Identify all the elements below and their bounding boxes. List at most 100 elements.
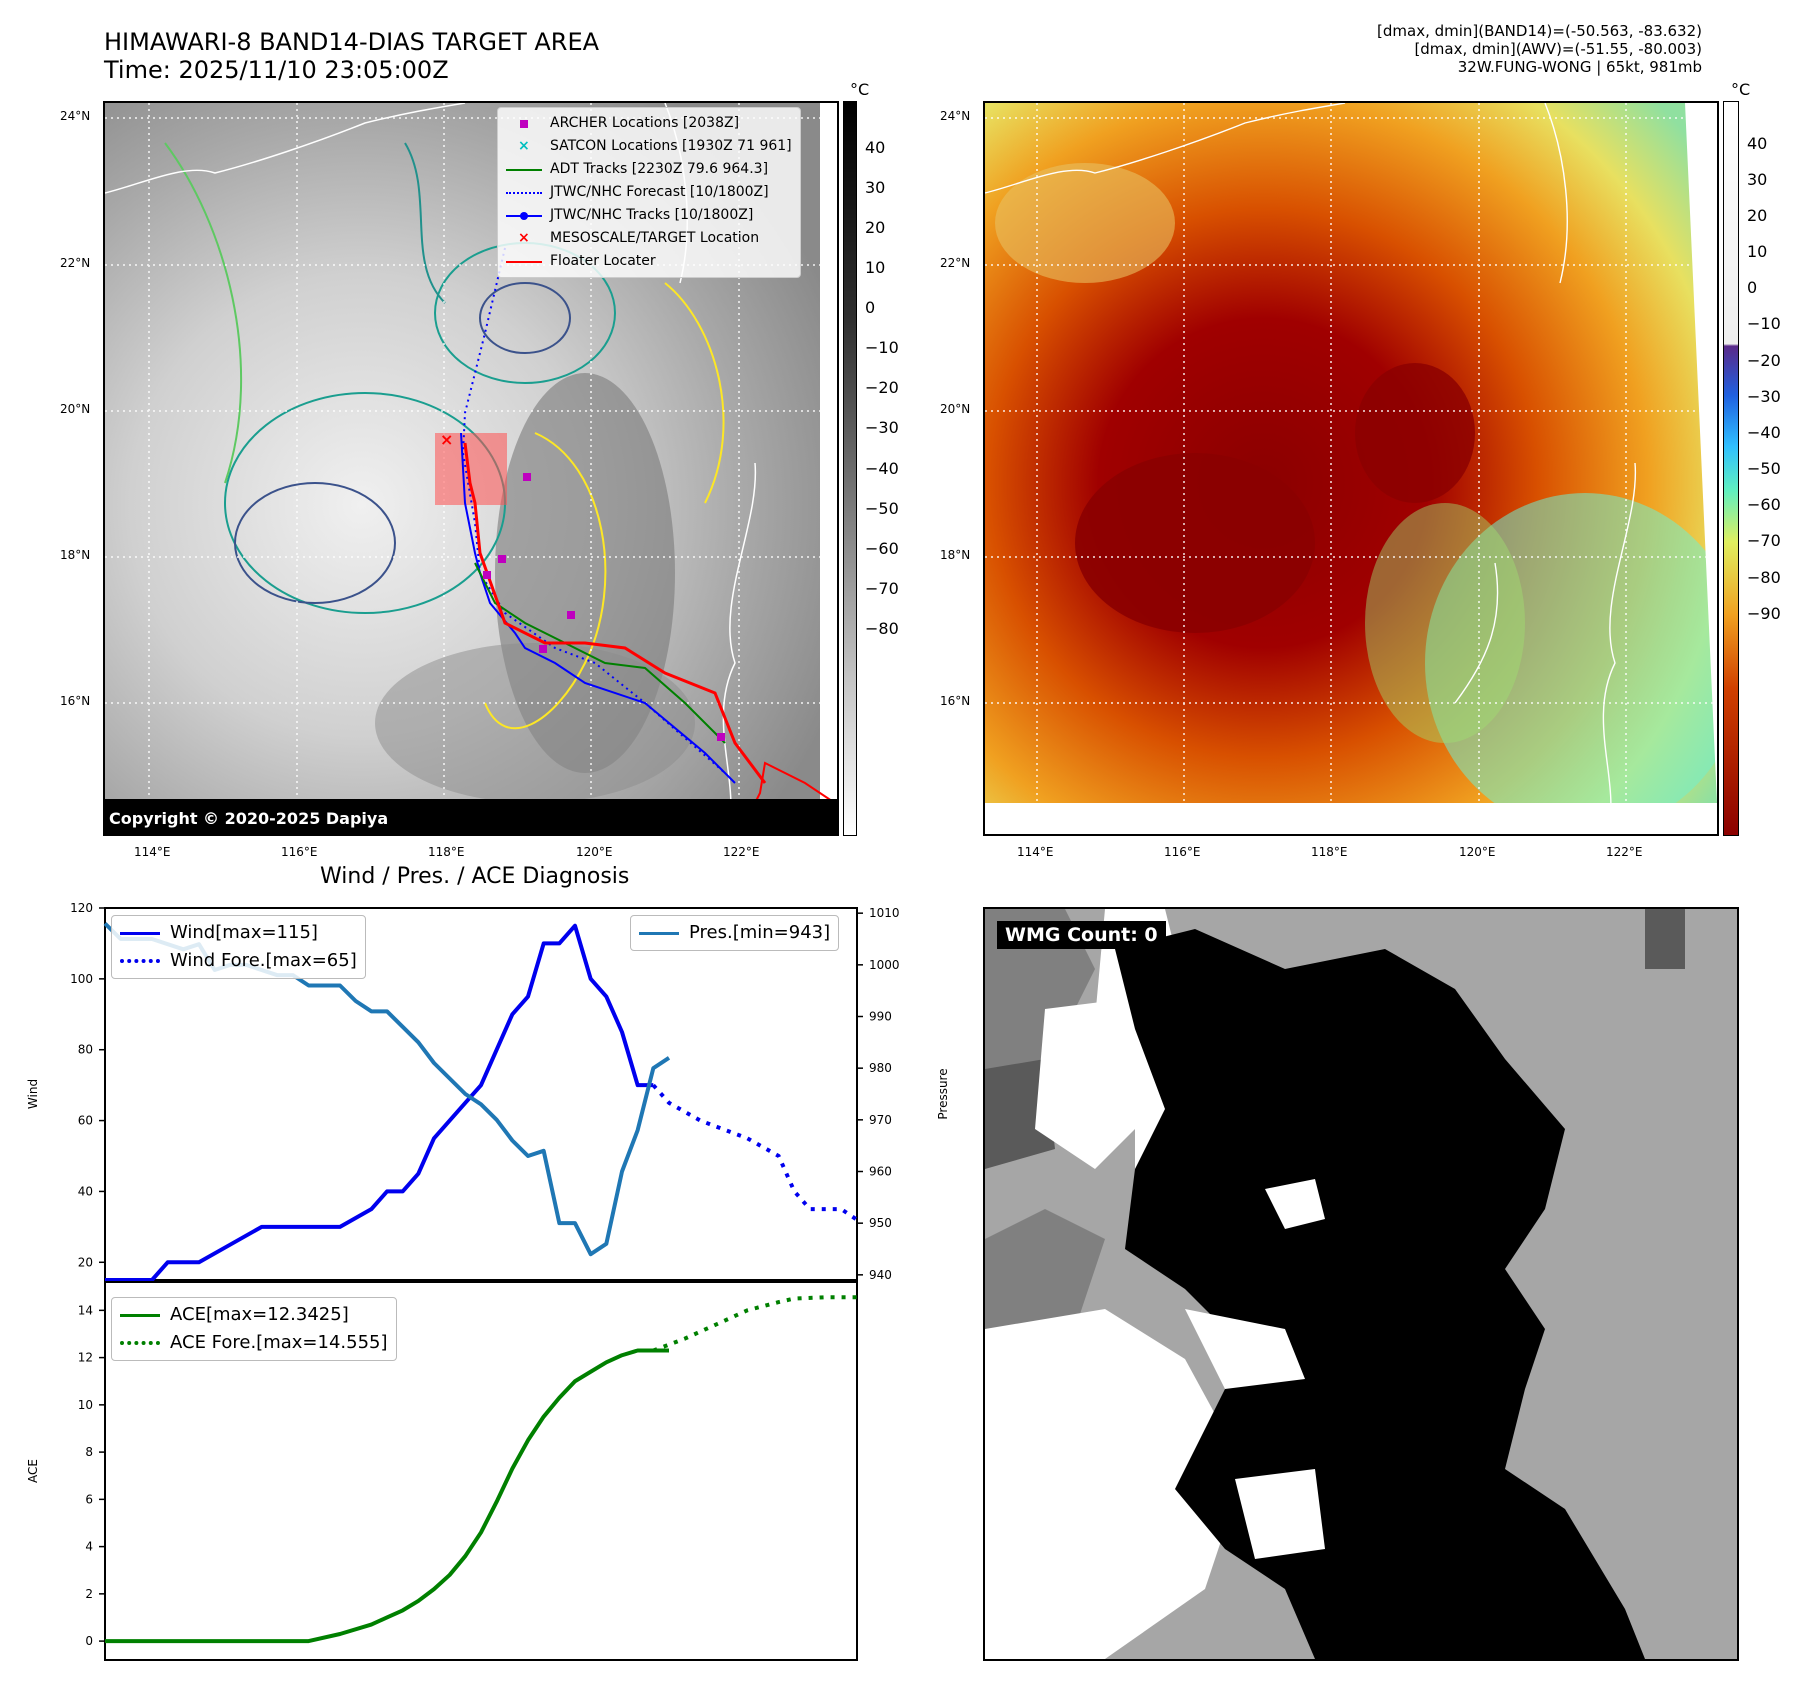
wind-pressure-chart: 20 40 60 80 100 120 940 950 960 970 980 990 1000 1010… (26, 901, 950, 1282)
y-tick-label: 10 (78, 1398, 93, 1412)
legend-swatch-pressure (639, 931, 679, 935)
diagnosis-title: Wind / Pres. / ACE Diagnosis (320, 864, 630, 889)
lat-label: 22°N (60, 256, 91, 270)
lat-label: 22°N (940, 256, 971, 270)
colorbar-tick-label: 0 (1747, 278, 1758, 298)
y-tick-label: 0 (85, 1634, 93, 1648)
plot-frame (104, 1281, 858, 1661)
wmg-count-label: WMG Count: 0 (997, 921, 1166, 949)
y2-tick-label: 940 (869, 1268, 892, 1282)
y-tick-label: 60 (78, 1114, 93, 1128)
colorbar-tick-label: 30 (865, 178, 886, 198)
y2-tick-label: 960 (869, 1165, 892, 1179)
svg-text:×: × (440, 430, 453, 449)
legend-swatch-wind (120, 931, 160, 935)
colorbar-tick-label: 30 (1747, 169, 1768, 189)
colorbar-tick-label: −50 (1747, 459, 1781, 479)
colorbar-tick-label: −20 (1747, 350, 1781, 370)
y-axis-label: ACE (26, 1459, 40, 1483)
legend-label-wind: Wind[max=115] (170, 922, 318, 943)
y-tick-label: 40 (78, 1184, 93, 1198)
colorbar-tick-label: 20 (1747, 205, 1768, 225)
lon-label: 120°E (576, 845, 613, 859)
colorbar-tick-label: −80 (1747, 567, 1781, 587)
lon-label: 118°E (428, 845, 465, 859)
lat-label: 16°N (940, 694, 971, 708)
colorbar-tick-label: −90 (1747, 603, 1781, 623)
lon-label: 118°E (1311, 845, 1348, 859)
colorbar-tick-label: −80 (865, 618, 899, 638)
legend-item-target: × MESOSCALE/TARGET Location (518, 229, 760, 247)
wmg-panel: WMG Count: 0 (983, 907, 1739, 1661)
colorbar-tick-label: −40 (865, 458, 899, 478)
colorbar-unit: °C (1731, 80, 1751, 99)
colorbar-tick-label: −30 (1747, 386, 1781, 406)
colorbar-tick-label: 0 (865, 298, 876, 318)
lat-label: 20°N (940, 402, 971, 416)
lon-label: 122°E (1606, 845, 1643, 859)
lon-label: 120°E (1459, 845, 1496, 859)
y2-tick-label: 1000 (869, 958, 900, 972)
map-legend: ARCHER Locations [2038Z] × SATCON Locati… (497, 107, 801, 278)
pressure-legend: Pres.[min=943] (630, 915, 840, 951)
y-tick-label: 8 (85, 1445, 93, 1459)
colorbar-tick-label: 10 (1747, 242, 1768, 262)
lon-label: 114°E (134, 845, 171, 859)
lon-label: 114°E (1017, 845, 1054, 859)
legend-item-adt: ADT Tracks [2230Z 79.6 964.3] (506, 158, 792, 181)
colorbar-tick-label: 40 (1747, 133, 1768, 153)
lon-label: 116°E (281, 845, 318, 859)
lat-label: 18°N (60, 548, 91, 562)
lat-label: 24°N (940, 109, 971, 123)
y2-axis-label: Pressure (936, 1068, 950, 1119)
legend-swatch-wind-forecast (120, 959, 160, 963)
y-tick-label: 6 (85, 1492, 93, 1506)
legend-swatch-ace (120, 1313, 160, 1317)
y-tick-label: 14 (78, 1303, 93, 1317)
series-line-wind-fore (651, 1083, 859, 1222)
colorbar-tick-label: −50 (865, 498, 899, 518)
colorbar-unit: °C (850, 80, 870, 99)
figure-title: HIMAWARI-8 BAND14-DIAS TARGET AREA Time:… (104, 28, 600, 84)
y-axis-label: Wind (26, 1079, 40, 1109)
ace-legend: ACE[max=12.3425] ACE Fore.[max=14.555] (111, 1297, 397, 1361)
colorbar-tick-label: −60 (865, 538, 899, 558)
gray-colorbar (843, 101, 857, 836)
series-line-wind (105, 923, 654, 1282)
legend-swatch-ace-forecast (120, 1341, 160, 1345)
y2-tick-label: 990 (869, 1010, 892, 1024)
legend-item-archer: ARCHER Locations [2038Z] (506, 112, 792, 135)
lat-label: 16°N (60, 694, 91, 708)
colorbar-tick-label: −10 (1747, 314, 1781, 334)
grayscale-ir-map: × ARCHER Locations [2038Z] × SATCON Loca… (103, 101, 839, 836)
y-tick-label: 2 (85, 1587, 93, 1601)
colorbar-tick-label: −70 (865, 578, 899, 598)
colorbar-tick-label: −60 (1747, 495, 1781, 515)
lon-label: 122°E (723, 845, 760, 859)
legend-label-pressure: Pres.[min=943] (689, 922, 831, 943)
y-tick-label: 120 (70, 901, 93, 915)
colorbar-tick-label: −40 (1747, 422, 1781, 442)
legend-label-ace-forecast: ACE Fore.[max=14.555] (170, 1332, 388, 1353)
legend-label-ace: ACE[max=12.3425] (170, 1304, 349, 1325)
legend-item-tracks: JTWC/NHC Tracks [10/1800Z] (506, 204, 792, 227)
ace-chart: 0 2 4 6 8 10 12 14 ACE (26, 1281, 858, 1661)
colorbar-tick-label: 10 (865, 258, 886, 278)
legend-item-floater: Floater Locater (506, 250, 792, 273)
data-summary: [dmax, dmin](BAND14)=(-50.563, -83.632) … (1377, 22, 1702, 76)
series-line-ace (105, 1348, 669, 1644)
lat-label: 24°N (60, 109, 91, 123)
y2-tick-label: 970 (869, 1113, 892, 1127)
colorbar-tick-label: −10 (865, 338, 899, 358)
color-map-image (985, 103, 1717, 834)
wmg-image (985, 909, 1737, 1659)
colorbar-tick-label: −70 (1747, 531, 1781, 551)
legend-item-forecast: JTWC/NHC Forecast [10/1800Z] (506, 181, 792, 204)
y-tick-label: 20 (78, 1255, 93, 1269)
colorbar-tick-label: 40 (865, 138, 886, 158)
lat-label: 20°N (60, 402, 91, 416)
y2-tick-label: 980 (869, 1061, 892, 1075)
copyright-text: Copyright © 2020-2025 Dapiya (109, 809, 389, 828)
y-tick-label: 100 (70, 972, 93, 986)
color-colorbar (1723, 101, 1739, 836)
